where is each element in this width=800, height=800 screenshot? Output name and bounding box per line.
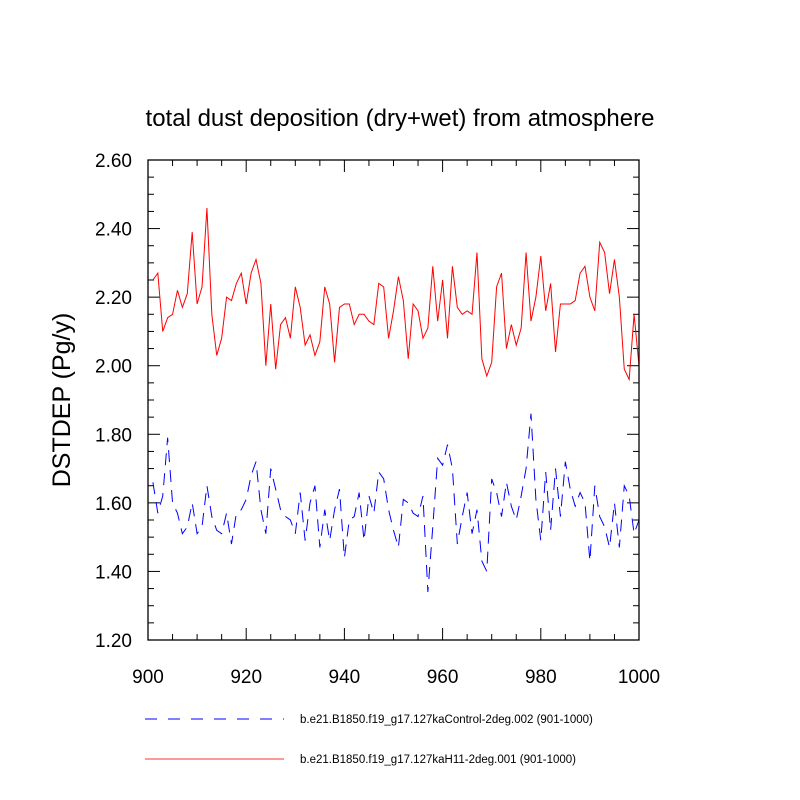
y-tick-labels: 1.20 1.40 1.60 1.80 2.00 2.20 2.40 2.60 — [95, 151, 132, 652]
h11-series-line — [152, 207, 640, 382]
y-tick-label: 1.40 — [95, 562, 132, 583]
y-tick-label: 2.40 — [95, 220, 132, 241]
legend-label: b.e21.B1850.f19_g17.127kaControl-2deg.00… — [300, 714, 593, 726]
legend: b.e21.B1850.f19_g17.127kaControl-2deg.00… — [145, 714, 593, 766]
y-tick-label: 2.00 — [95, 357, 132, 378]
control-series-line — [152, 413, 640, 593]
y-tick-label: 2.20 — [95, 288, 132, 309]
x-tick-label: 960 — [427, 667, 459, 688]
axis-ticks — [147, 159, 640, 641]
x-tick-label: 1000 — [618, 667, 660, 688]
y-tick-label: 1.60 — [95, 494, 132, 515]
legend-label: b.e21.B1850.f19_g17.127kaH11-2deg.001 (9… — [300, 754, 576, 766]
y-tick-label: 1.80 — [95, 425, 132, 446]
y-tick-label: 2.60 — [95, 151, 132, 172]
x-tick-label: 940 — [329, 667, 361, 688]
chart-title: total dust deposition (dry+wet) from atm… — [146, 105, 655, 132]
x-tick-label: 900 — [132, 667, 164, 688]
x-tick-label: 980 — [525, 667, 557, 688]
x-tick-label: 920 — [230, 667, 262, 688]
y-axis-label: DSTDEP (Pg/y) — [48, 313, 76, 488]
plot-frame — [147, 159, 640, 641]
y-tick-label: 1.20 — [95, 631, 132, 652]
data-series — [152, 207, 640, 593]
x-tick-labels: 900 920 940 960 980 1000 — [132, 667, 660, 688]
